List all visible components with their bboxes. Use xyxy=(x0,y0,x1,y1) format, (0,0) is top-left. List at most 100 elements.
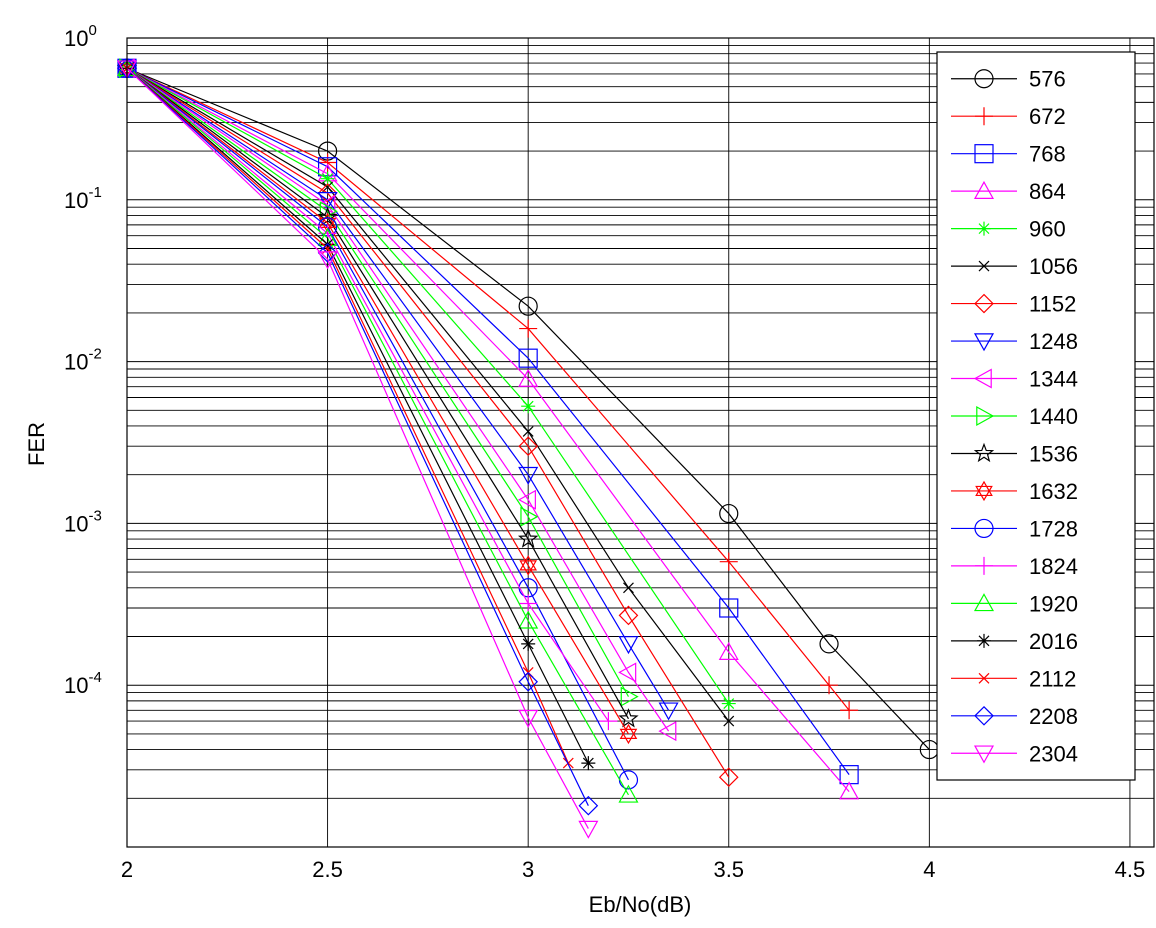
legend-label: 2304 xyxy=(1029,741,1078,766)
x-tick-label: 3.5 xyxy=(713,857,744,882)
data-point-1056 xyxy=(522,426,534,437)
series-line-2016 xyxy=(126,67,589,764)
legend-marker xyxy=(977,633,991,648)
legend-entry-768: 768 xyxy=(951,142,1066,167)
legend-label: 960 xyxy=(1029,217,1066,242)
series-line-1536 xyxy=(126,67,629,720)
data-point-1056 xyxy=(322,181,334,193)
data-point-1920 xyxy=(518,610,539,629)
data-point-1056 xyxy=(723,715,735,727)
legend-marker xyxy=(974,144,994,164)
series-line-576 xyxy=(126,67,930,750)
data-point-1248 xyxy=(618,636,639,655)
data-point-2304 xyxy=(578,820,599,839)
legend-label: 2112 xyxy=(1029,666,1076,691)
x-tick-label: 4.5 xyxy=(1115,857,1146,882)
data-point-1824 xyxy=(599,712,618,731)
legend-marker xyxy=(975,480,993,497)
y-tick-label: 10-3 xyxy=(64,507,102,536)
data-point-1632 xyxy=(619,728,638,745)
legend-marker xyxy=(978,672,990,684)
data-point-960 xyxy=(521,399,536,414)
legend-label: 1344 xyxy=(1029,367,1078,392)
legend-entry-1920: 1920 xyxy=(951,591,1078,616)
data-point-1056 xyxy=(623,582,634,594)
data-point-768 xyxy=(518,348,538,368)
legend-entry-2016: 2016 xyxy=(951,629,1078,654)
legend-label: 1728 xyxy=(1029,516,1078,541)
legend-label: 1248 xyxy=(1029,329,1078,354)
data-point-1152 xyxy=(317,183,338,203)
data-point-1440 xyxy=(520,506,539,527)
legend-marker xyxy=(975,556,993,575)
data-point-2208 xyxy=(317,243,338,263)
legend-entry-672: 672 xyxy=(951,104,1066,129)
x-axis-title: Eb/No(dB) xyxy=(589,892,692,917)
series-line-1152 xyxy=(126,67,730,778)
data-point-1344 xyxy=(658,721,677,742)
data-point-1248 xyxy=(317,192,338,211)
legend-marker xyxy=(973,333,995,352)
data-point-576 xyxy=(819,634,839,654)
legend-marker xyxy=(974,69,994,89)
legend-marker xyxy=(975,485,993,502)
series-layer xyxy=(116,57,939,839)
data-point-1536 xyxy=(618,708,639,728)
plot-frame xyxy=(126,37,1155,848)
legend-entry-2304: 2304 xyxy=(951,741,1078,766)
legend-entry-1344: 1344 xyxy=(951,367,1078,392)
x-tick-label: 4 xyxy=(923,857,935,882)
data-point-576 xyxy=(719,503,739,524)
legend-entry-960: 960 xyxy=(951,217,1066,242)
legend-entry-1824: 1824 xyxy=(951,554,1078,579)
x-tick-label: 2.5 xyxy=(312,857,343,882)
legend-label: 2208 xyxy=(1029,704,1078,729)
x-tick-label: 2 xyxy=(121,857,133,882)
data-point-672 xyxy=(318,153,337,172)
legend-label: 1632 xyxy=(1029,479,1078,504)
legend-entry-1152: 1152 xyxy=(951,292,1076,317)
legend-marker xyxy=(976,405,995,427)
data-point-1152 xyxy=(718,767,739,788)
data-point-2208 xyxy=(578,795,599,816)
legend-entry-1536: 1536 xyxy=(951,441,1078,466)
legend-label: 672 xyxy=(1029,104,1066,129)
data-point-864 xyxy=(718,641,739,660)
legend-label: 864 xyxy=(1029,179,1066,204)
series-line-960 xyxy=(126,67,730,704)
legend-entry-1248: 1248 xyxy=(951,329,1078,354)
legend-marker xyxy=(973,180,995,199)
legend-entry-576: 576 xyxy=(951,67,1066,92)
legend-marker xyxy=(974,518,994,539)
data-point-1248 xyxy=(658,702,679,721)
legend-entry-1056: 1056 xyxy=(951,254,1078,279)
series-line-768 xyxy=(126,67,850,776)
series-line-1920 xyxy=(126,67,629,796)
legend-marker xyxy=(973,442,995,463)
series-line-2208 xyxy=(126,67,589,806)
series-2208 xyxy=(117,58,599,816)
legend-marker xyxy=(978,260,990,272)
data-point-1152 xyxy=(618,605,639,626)
legend-label: 1824 xyxy=(1029,554,1078,579)
data-point-1632 xyxy=(519,560,538,576)
data-point-1920 xyxy=(618,784,639,803)
legend-label: 1440 xyxy=(1029,404,1078,429)
series-line-1248 xyxy=(126,67,670,711)
y-tick-label: 10-2 xyxy=(64,346,102,375)
data-point-672 xyxy=(719,552,738,571)
data-point-1152 xyxy=(518,436,539,457)
data-point-864 xyxy=(518,368,539,387)
legend-marker xyxy=(973,745,995,764)
data-point-2016 xyxy=(521,636,536,651)
legend-entry-1632: 1632 xyxy=(951,479,1078,504)
series-line-1632 xyxy=(126,67,629,735)
data-point-1536 xyxy=(517,528,539,548)
data-point-768 xyxy=(719,598,739,618)
legend-marker xyxy=(974,705,994,726)
y-tick-label: 100 xyxy=(64,22,97,51)
data-point-1632 xyxy=(519,555,538,571)
data-point-1344 xyxy=(618,662,637,683)
y-axis-title: FER xyxy=(24,422,49,466)
